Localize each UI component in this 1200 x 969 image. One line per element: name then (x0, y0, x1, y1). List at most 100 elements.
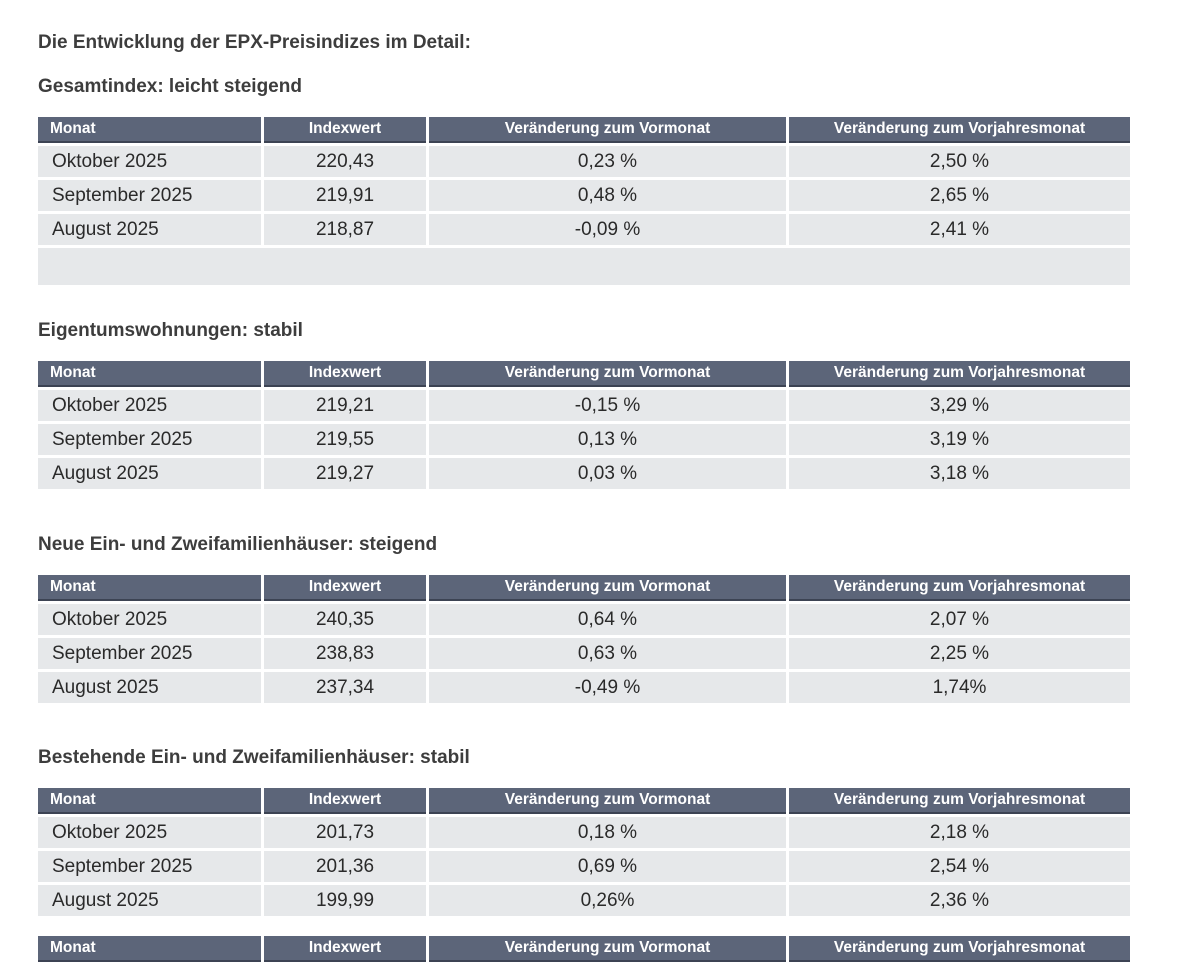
table-bestehende-haeuser: Monat Indexwert Veränderung zum Vormonat… (38, 788, 1130, 916)
table-header-row: Monat Indexwert Veränderung zum Vormonat… (38, 361, 1130, 387)
section-bestehende-haeuser: Bestehende Ein- und Zweifamilienhäuser: … (38, 747, 1168, 916)
cell-indexwert: 237,34 (264, 672, 426, 703)
section-heading: Eigentumswohnungen: stabil (38, 320, 303, 341)
cell-indexwert: 219,21 (264, 390, 426, 421)
column-header-vorjahr: Veränderung zum Vorjahresmonat (789, 936, 1130, 962)
cell-vorjahr: 2,36 % (789, 885, 1130, 916)
column-header-indexwert: Indexwert (264, 361, 426, 387)
cell-indexwert: 220,43 (264, 146, 426, 177)
cell-vormonat: 0,13 % (429, 424, 786, 455)
table-row: August 2025 218,87 -0,09 % 2,41 % (38, 214, 1130, 245)
cell-indexwert: 201,36 (264, 851, 426, 882)
cell-indexwert: 219,27 (264, 458, 426, 489)
cell-indexwert: 240,35 (264, 604, 426, 635)
cell-monat: September 2025 (38, 638, 261, 669)
cell-vorjahr: 3,18 % (789, 458, 1130, 489)
section-heading: Gesamtindex: leicht steigend (38, 76, 302, 97)
column-header-indexwert: Indexwert (264, 788, 426, 814)
cell-monat: Oktober 2025 (38, 817, 261, 848)
table-header-row: Monat Indexwert Veränderung zum Vormonat… (38, 788, 1130, 814)
section-gesamtindex: Gesamtindex: leicht steigend Monat Index… (38, 76, 1168, 285)
article-content: Die Entwicklung der EPX-Preisindizes im … (38, 32, 1168, 962)
cell-vormonat: 0,63 % (429, 638, 786, 669)
page-title: Die Entwicklung der EPX-Preisindizes im … (38, 32, 471, 53)
cell-monat: Oktober 2025 (38, 390, 261, 421)
cell-vormonat: 0,69 % (429, 851, 786, 882)
cell-monat: August 2025 (38, 885, 261, 916)
cell-vorjahr: 1,74% (789, 672, 1130, 703)
table-header-row: Monat Indexwert Veränderung zum Vormonat… (38, 575, 1130, 601)
cell-monat: August 2025 (38, 672, 261, 703)
column-header-monat: Monat (38, 788, 261, 814)
column-header-vorjahr: Veränderung zum Vorjahresmonat (789, 117, 1130, 143)
table-neue-haeuser: Monat Indexwert Veränderung zum Vormonat… (38, 575, 1130, 703)
column-header-monat: Monat (38, 575, 261, 601)
cell-vorjahr: 2,25 % (789, 638, 1130, 669)
empty-table-row (38, 248, 1130, 285)
column-header-monat: Monat (38, 361, 261, 387)
cell-monat: August 2025 (38, 214, 261, 245)
column-header-indexwert: Indexwert (264, 117, 426, 143)
section-heading: Bestehende Ein- und Zweifamilienhäuser: … (38, 747, 470, 768)
cell-monat: September 2025 (38, 851, 261, 882)
table-row: September 2025 201,36 0,69 % 2,54 % (38, 851, 1130, 882)
table-row: Oktober 2025 240,35 0,64 % 2,07 % (38, 604, 1130, 635)
cell-vormonat: -0,09 % (429, 214, 786, 245)
cell-indexwert: 219,91 (264, 180, 426, 211)
column-header-vormonat: Veränderung zum Vormonat (429, 936, 786, 962)
table-gesamtindex: Monat Indexwert Veränderung zum Vormonat… (38, 117, 1130, 285)
table-row: August 2025 237,34 -0,49 % 1,74% (38, 672, 1130, 703)
cell-indexwert: 199,99 (264, 885, 426, 916)
section-eigentumswohnungen: Eigentumswohnungen: stabil Monat Indexwe… (38, 320, 1168, 489)
cell-monat: September 2025 (38, 424, 261, 455)
cell-indexwert: 238,83 (264, 638, 426, 669)
cell-vorjahr: 2,65 % (789, 180, 1130, 211)
cell-vormonat: -0,15 % (429, 390, 786, 421)
cell-vormonat: 0,18 % (429, 817, 786, 848)
cell-vormonat: 0,03 % (429, 458, 786, 489)
cell-vorjahr: 2,50 % (789, 146, 1130, 177)
cell-monat: Oktober 2025 (38, 604, 261, 635)
column-header-vorjahr: Veränderung zum Vorjahresmonat (789, 575, 1130, 601)
table-row: Oktober 2025 219,21 -0,15 % 3,29 % (38, 390, 1130, 421)
cell-monat: August 2025 (38, 458, 261, 489)
table-row: Oktober 2025 201,73 0,18 % 2,18 % (38, 817, 1130, 848)
cell-vormonat: 0,48 % (429, 180, 786, 211)
table-row: August 2025 219,27 0,03 % 3,18 % (38, 458, 1130, 489)
cell-vormonat: 0,64 % (429, 604, 786, 635)
cell-indexwert: 218,87 (264, 214, 426, 245)
cell-vorjahr: 2,54 % (789, 851, 1130, 882)
column-header-vormonat: Veränderung zum Vormonat (429, 788, 786, 814)
cell-monat: Oktober 2025 (38, 146, 261, 177)
cell-vormonat: -0,49 % (429, 672, 786, 703)
column-header-monat: Monat (38, 936, 261, 962)
cell-vormonat: 0,26% (429, 885, 786, 916)
table-header-row: Monat Indexwert Veränderung zum Vormonat… (38, 936, 1130, 962)
column-header-indexwert: Indexwert (264, 575, 426, 601)
table-row: Oktober 2025 220,43 0,23 % 2,50 % (38, 146, 1130, 177)
column-header-vorjahr: Veränderung zum Vorjahresmonat (789, 788, 1130, 814)
cell-vorjahr: 3,29 % (789, 390, 1130, 421)
section-heading: Neue Ein- und Zweifamilienhäuser: steige… (38, 534, 438, 555)
table-header-row: Monat Indexwert Veränderung zum Vormonat… (38, 117, 1130, 143)
cell-vorjahr: 2,18 % (789, 817, 1130, 848)
cell-vorjahr: 2,07 % (789, 604, 1130, 635)
table-row: August 2025 199,99 0,26% 2,36 % (38, 885, 1130, 916)
cell-vorjahr: 2,41 % (789, 214, 1130, 245)
cell-vormonat: 0,23 % (429, 146, 786, 177)
cell-indexwert: 201,73 (264, 817, 426, 848)
column-header-monat: Monat (38, 117, 261, 143)
column-header-vormonat: Veränderung zum Vormonat (429, 117, 786, 143)
column-header-vorjahr: Veränderung zum Vorjahresmonat (789, 361, 1130, 387)
cell-vorjahr: 3,19 % (789, 424, 1130, 455)
column-header-vormonat: Veränderung zum Vormonat (429, 575, 786, 601)
column-header-indexwert: Indexwert (264, 936, 426, 962)
truncated-table-header: Monat Indexwert Veränderung zum Vormonat… (38, 936, 1130, 962)
column-header-vormonat: Veränderung zum Vormonat (429, 361, 786, 387)
table-eigentumswohnungen: Monat Indexwert Veränderung zum Vormonat… (38, 361, 1130, 489)
table-row: September 2025 219,91 0,48 % 2,65 % (38, 180, 1130, 211)
table-row: September 2025 238,83 0,63 % 2,25 % (38, 638, 1130, 669)
cell-monat: September 2025 (38, 180, 261, 211)
table-row: September 2025 219,55 0,13 % 3,19 % (38, 424, 1130, 455)
section-neue-haeuser: Neue Ein- und Zweifamilienhäuser: steige… (38, 534, 1168, 703)
